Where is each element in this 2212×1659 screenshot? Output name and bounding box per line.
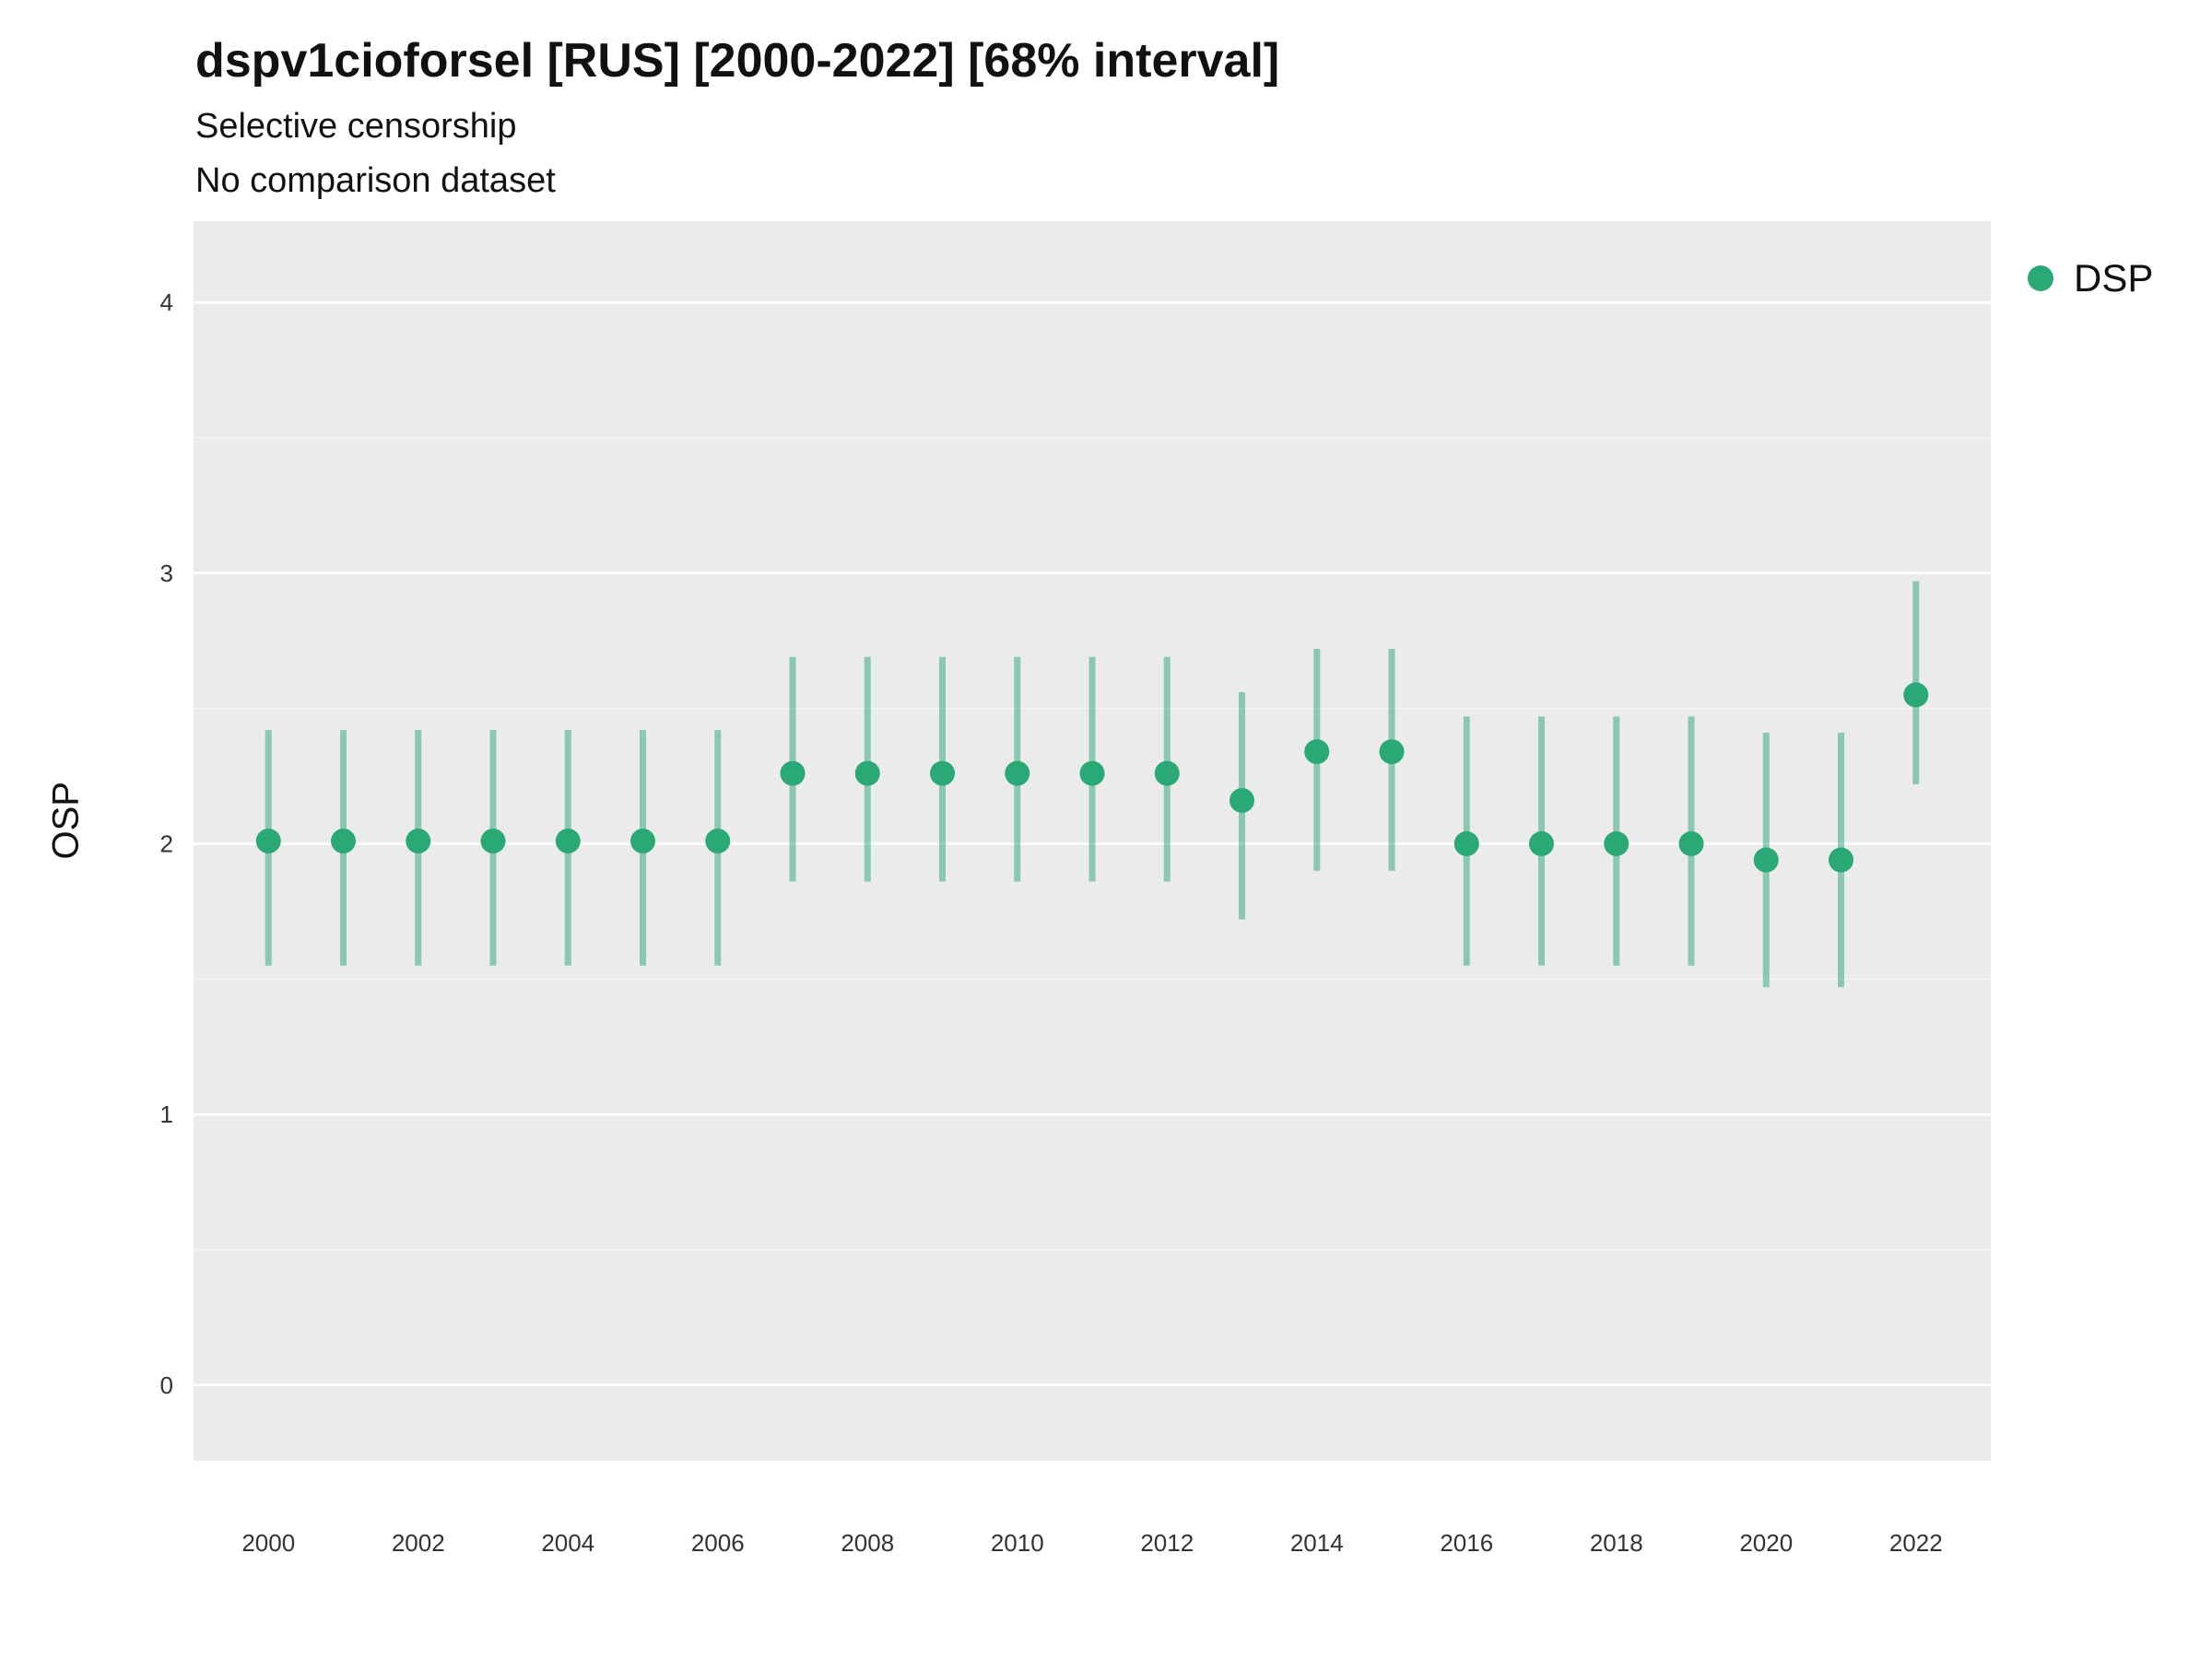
data-point: [780, 760, 806, 786]
x-tick-label: 2000: [241, 1529, 295, 1557]
x-tick-label: 2006: [691, 1529, 745, 1557]
x-tick-label: 2010: [991, 1529, 1044, 1557]
y-tick-label: 2: [160, 830, 173, 857]
x-tick-label: 2020: [1739, 1529, 1793, 1557]
data-point: [1604, 830, 1630, 856]
data-point: [1529, 830, 1554, 856]
x-tick-label: 2018: [1590, 1529, 1643, 1557]
data-point: [1379, 739, 1405, 765]
x-tick-label: 2002: [392, 1529, 445, 1557]
legend: DSP: [2028, 256, 2153, 300]
y-tick-label: 4: [160, 288, 173, 316]
x-tick-label: 2012: [1140, 1529, 1194, 1557]
data-point: [1753, 847, 1779, 873]
data-point: [705, 829, 731, 853]
chart-subtitle-2: No comparison dataset: [195, 161, 556, 200]
data-point: [555, 829, 581, 853]
data-point: [255, 829, 281, 853]
x-tick-label: 2014: [1290, 1529, 1344, 1557]
x-tick-label: 2016: [1440, 1529, 1493, 1557]
legend-dot-dsp: [2028, 265, 2053, 291]
data-point: [1079, 760, 1105, 786]
x-tick-label: 2008: [841, 1529, 894, 1557]
data-point: [1230, 787, 1254, 813]
data-point: [1154, 760, 1180, 786]
data-point: [930, 760, 955, 786]
chart-title: dspv1cioforsel [RUS] [2000-2022] [68% in…: [195, 34, 1280, 88]
chart-subtitle-1: Selective censorship: [195, 107, 517, 146]
data-point: [1005, 760, 1030, 786]
data-point: [1304, 739, 1330, 765]
y-tick-label: 3: [160, 559, 173, 587]
y-tick-label: 1: [160, 1100, 173, 1128]
data-point: [1678, 830, 1704, 856]
x-tick-label: 2004: [541, 1529, 594, 1557]
legend-label-dsp: DSP: [2074, 256, 2154, 300]
y-tick-label: 0: [160, 1371, 173, 1399]
data-point: [1903, 682, 1929, 708]
data-point: [331, 829, 356, 853]
data-point: [854, 760, 880, 786]
data-point: [1453, 830, 1479, 856]
x-tick-label: 2022: [1889, 1529, 1943, 1557]
data-point: [1829, 847, 1853, 873]
data-point: [480, 829, 506, 853]
data-point: [406, 829, 431, 853]
data-point: [630, 829, 655, 853]
